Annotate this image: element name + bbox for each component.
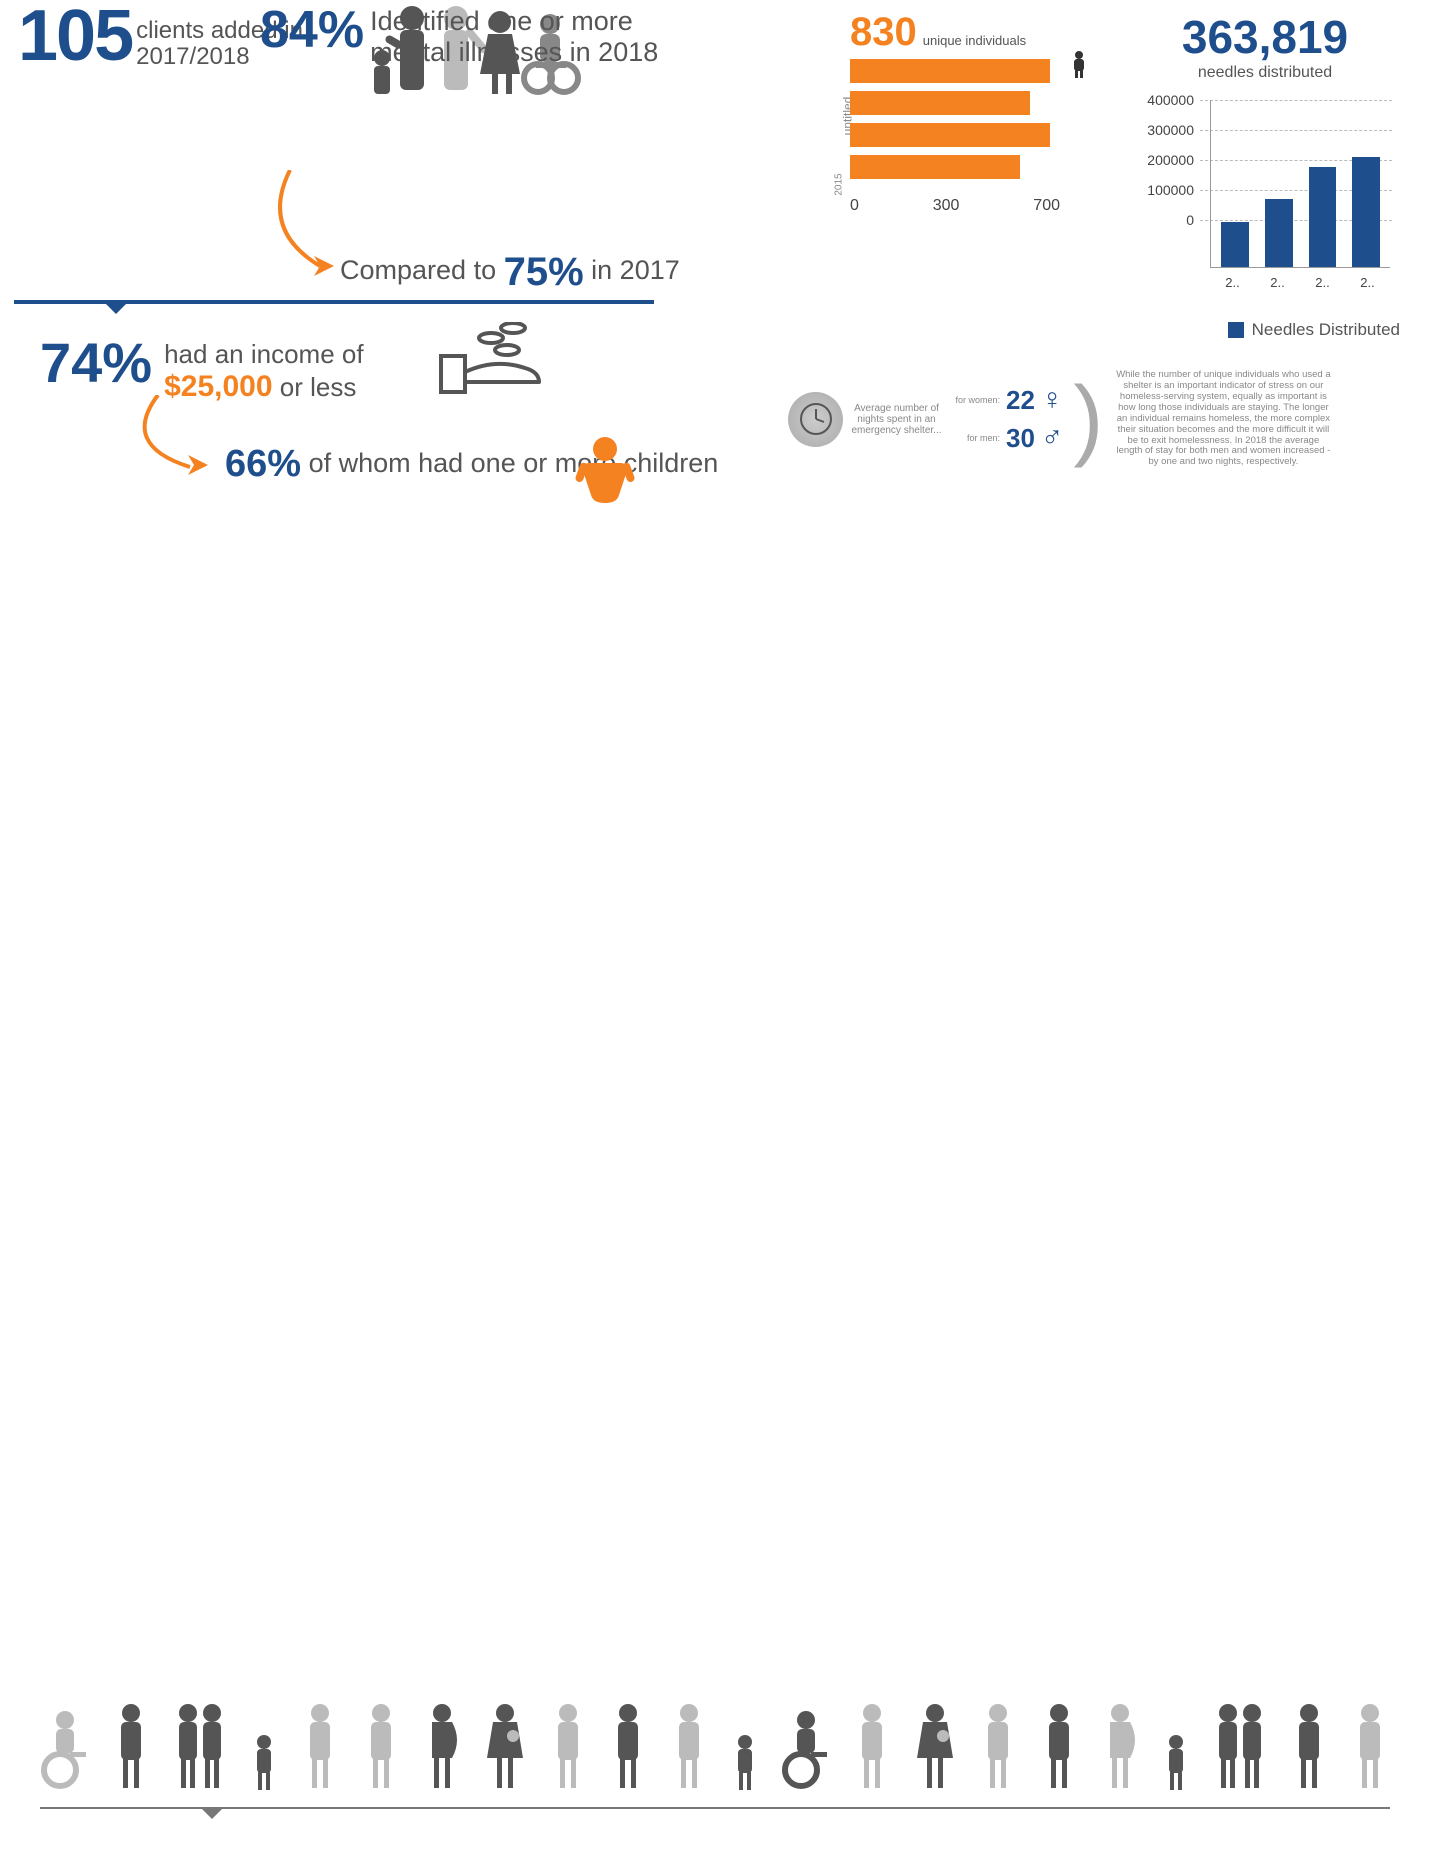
mental-text: Identified one or more mental illnesses … <box>370 6 700 68</box>
silhouette-pregnant <box>1100 1702 1140 1803</box>
bar-h <box>850 59 1050 83</box>
avg-nights-text: Average number of nights spent in an eme… <box>849 403 944 436</box>
silhouette-mother <box>913 1702 957 1803</box>
female-icon: ♀ <box>1041 383 1064 417</box>
bar-v <box>1309 167 1337 267</box>
silhouette-person <box>111 1702 151 1803</box>
y-2015-label: 2015 <box>834 173 845 195</box>
stat-mental-illness: 84% Identified one or more mental illnes… <box>260 0 700 68</box>
silhouette-person <box>361 1702 401 1803</box>
clients-added-number: 105 <box>18 0 132 72</box>
arrow-head-1 <box>314 256 336 278</box>
stat-income: 74% had an income of $25,000 or less <box>40 330 364 404</box>
silhouette-person <box>548 1702 588 1803</box>
silhouette-wheelchair <box>40 1708 90 1803</box>
women-n: 22 <box>1006 385 1035 416</box>
silhouette-person <box>1350 1702 1390 1803</box>
bar-v <box>1265 199 1293 267</box>
bar-v <box>1221 222 1249 267</box>
unique-bar-chart: untitled 2015 0 300 700 <box>850 59 1100 219</box>
men-label: for men: <box>954 433 1000 443</box>
silhouette-mother <box>483 1702 527 1803</box>
mental-pct: 84% <box>260 0 364 60</box>
silhouette-person <box>978 1702 1018 1803</box>
shelter-row: Average number of nights spent in an eme… <box>788 370 1408 468</box>
bar-h <box>850 155 1020 179</box>
silhouette-person <box>852 1702 892 1803</box>
silhouette-child <box>1161 1732 1191 1803</box>
silhouette-child <box>730 1732 760 1803</box>
men-n: 30 <box>1006 423 1035 454</box>
silhouette-person <box>608 1702 648 1803</box>
infographic-page: 105 clients added in 2017/2018 84% I <box>0 0 1430 1849</box>
needles-bar-chart: 4000003000002000001000000 2.. 2.. 2.. 2.… <box>1130 100 1400 290</box>
bottom-silhouettes <box>40 1702 1390 1809</box>
women-men-block: for women: 22 ♀ for men: 30 ♂ <box>954 383 1063 455</box>
clock-block: Average number of nights spent in an eme… <box>788 392 944 447</box>
women-label: for women: <box>954 395 1000 405</box>
male-icon: ♂ <box>1041 421 1064 455</box>
legend-swatch <box>1228 322 1244 338</box>
divider-line <box>14 300 654 304</box>
silhouette-couple <box>1212 1702 1268 1803</box>
silhouette-couple <box>172 1702 228 1803</box>
arrow-head-2 <box>188 455 210 477</box>
person-mini-icon <box>1070 50 1088 84</box>
silhouette-child <box>249 1732 279 1803</box>
clock-icon <box>788 392 843 447</box>
needles-label: needles distributed <box>1130 64 1400 82</box>
needles-legend: Needles Distributed <box>1228 320 1400 340</box>
silhouette-person <box>669 1702 709 1803</box>
hand-coins-icon <box>435 322 545 402</box>
needles-block: 363,819 needles distributed 400000300000… <box>1130 10 1400 290</box>
arrow-curve-1 <box>270 170 340 270</box>
unique-individuals-block: 830 unique individuals untitled 2015 0 3… <box>810 10 1100 219</box>
baby-icon <box>575 435 635 505</box>
income-pct: 74% <box>40 330 152 395</box>
shelter-long-text: While the number of unique individuals w… <box>1113 370 1333 468</box>
bar-v <box>1352 157 1380 267</box>
needles-n: 363,819 <box>1130 10 1400 64</box>
needles-x-labels: 2.. 2.. 2.. 2.. <box>1210 275 1390 290</box>
silhouette-person <box>1289 1702 1329 1803</box>
bar-h <box>850 91 1030 115</box>
x-axis-ticks: 0 300 700 <box>850 197 1060 215</box>
bar-h <box>850 123 1050 147</box>
brace-icon: ) <box>1073 383 1103 455</box>
unique-n: 830 <box>850 10 917 55</box>
bottom-divider <box>40 1807 1390 1809</box>
silhouette-wheelchair <box>781 1708 831 1803</box>
unique-label: unique individuals <box>923 33 1026 48</box>
silhouette-person <box>300 1702 340 1803</box>
compared-row: Compared to 75% in 2017 <box>340 250 680 295</box>
silhouette-person <box>1039 1702 1079 1803</box>
silhouette-pregnant <box>422 1702 462 1803</box>
stat-children: 66% of whom had one or more children <box>225 443 718 486</box>
